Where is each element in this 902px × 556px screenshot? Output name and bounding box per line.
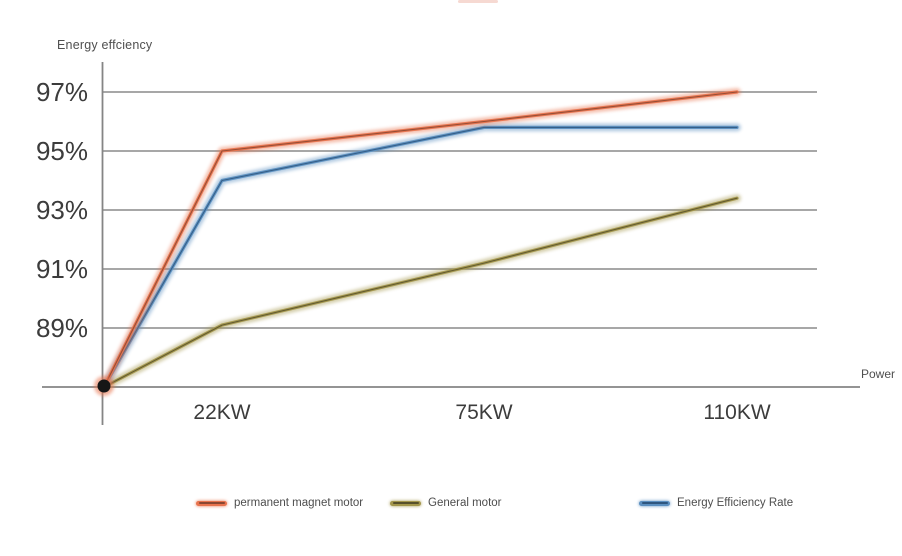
top-edge-artifact — [458, 0, 498, 3]
legend-swatch-core — [641, 502, 668, 504]
y-tick-label: 89% — [35, 313, 88, 343]
legend-label: permanent magnet motor — [234, 497, 364, 509]
x-tick-label: 75KW — [455, 401, 513, 424]
legend-swatch — [196, 500, 227, 506]
legend-item: Energy Efficiency Rate — [639, 495, 793, 511]
x-tick-label: 110KW — [703, 401, 771, 424]
series-line-energy-efficiency-rate — [103, 126, 738, 388]
y-tick-label: 91% — [35, 254, 88, 284]
legend-swatch — [390, 500, 421, 506]
x-tick-label: 22KW — [193, 401, 251, 424]
y-axis-title: Energy effciency — [57, 38, 153, 52]
series-line-permanent-magnet-motor — [103, 91, 738, 388]
legend-label: General motor — [428, 497, 502, 509]
legend-swatch-core — [392, 502, 419, 504]
y-tick-label: 95% — [35, 136, 88, 166]
y-tick-label: 93% — [35, 195, 88, 225]
y-tick-label: 97% — [35, 77, 88, 107]
legend-label: Energy Efficiency Rate — [677, 497, 794, 509]
series-line-energy-efficiency-rate — [102, 125, 739, 389]
series-line-energy-efficiency-rate — [100, 123, 741, 391]
legend-item: General motor — [390, 495, 502, 511]
x-axis-title: Power — [861, 367, 896, 381]
origin-point — [97, 379, 111, 393]
legend-swatch-core — [198, 502, 225, 504]
legend-item: permanent magnet motor — [196, 495, 363, 511]
series-line-general-motor — [103, 197, 738, 388]
legend-swatch — [639, 500, 670, 506]
